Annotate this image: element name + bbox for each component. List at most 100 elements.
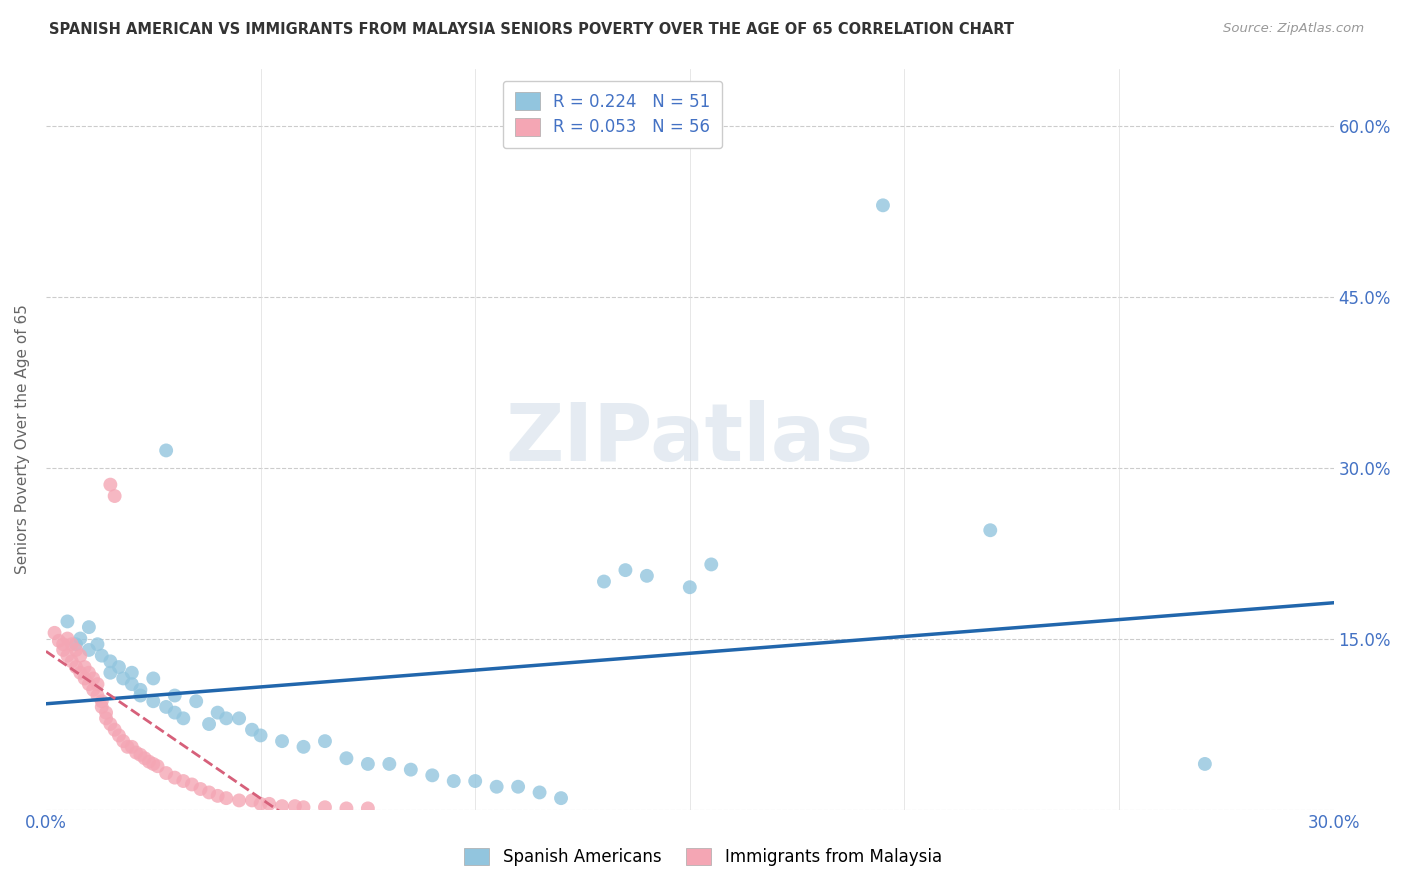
- Point: [98, 654, 121, 668]
- Point: [292, 739, 315, 754]
- Point: [82, 672, 104, 686]
- Point: [125, 746, 148, 760]
- Point: [142, 672, 165, 686]
- Point: [138, 755, 160, 769]
- Point: [73, 672, 96, 686]
- Point: [335, 801, 357, 815]
- Text: SPANISH AMERICAN VS IMMIGRANTS FROM MALAYSIA SENIORS POVERTY OVER THE AGE OF 65 : SPANISH AMERICAN VS IMMIGRANTS FROM MALA…: [49, 22, 1014, 37]
- Point: [700, 558, 723, 572]
- Point: [399, 763, 422, 777]
- Point: [228, 793, 250, 807]
- Point: [121, 739, 143, 754]
- Point: [163, 771, 186, 785]
- Point: [86, 689, 108, 703]
- Point: [284, 799, 307, 814]
- Point: [443, 774, 465, 789]
- Point: [65, 660, 87, 674]
- Point: [77, 677, 100, 691]
- Point: [636, 569, 658, 583]
- Point: [60, 654, 83, 668]
- Point: [56, 615, 79, 629]
- Point: [77, 643, 100, 657]
- Point: [94, 711, 117, 725]
- Point: [186, 694, 208, 708]
- Point: [98, 477, 121, 491]
- Point: [314, 734, 336, 748]
- Point: [77, 620, 100, 634]
- Point: [215, 711, 238, 725]
- Point: [163, 689, 186, 703]
- Point: [464, 774, 486, 789]
- Text: ZIPatlas: ZIPatlas: [506, 400, 875, 478]
- Text: Source: ZipAtlas.com: Source: ZipAtlas.com: [1223, 22, 1364, 36]
- Legend: Spanish Americans, Immigrants from Malaysia: Spanish Americans, Immigrants from Malay…: [456, 840, 950, 875]
- Point: [121, 665, 143, 680]
- Legend: R = 0.224   N = 51, R = 0.053   N = 56: R = 0.224 N = 51, R = 0.053 N = 56: [503, 80, 723, 148]
- Point: [129, 689, 152, 703]
- Point: [240, 793, 263, 807]
- Point: [614, 563, 637, 577]
- Point: [155, 700, 177, 714]
- Point: [52, 643, 75, 657]
- Point: [108, 728, 131, 742]
- Point: [292, 800, 315, 814]
- Point: [215, 791, 238, 805]
- Point: [104, 723, 127, 737]
- Point: [172, 711, 194, 725]
- Point: [593, 574, 616, 589]
- Y-axis label: Seniors Poverty Over the Age of 65: Seniors Poverty Over the Age of 65: [15, 304, 30, 574]
- Point: [56, 632, 79, 646]
- Point: [77, 665, 100, 680]
- Point: [485, 780, 508, 794]
- Point: [679, 580, 702, 594]
- Point: [198, 717, 221, 731]
- Point: [108, 660, 131, 674]
- Point: [90, 694, 112, 708]
- Point: [129, 682, 152, 697]
- Point: [69, 665, 91, 680]
- Point: [198, 785, 221, 799]
- Point: [190, 782, 212, 797]
- Point: [335, 751, 357, 765]
- Point: [271, 734, 294, 748]
- Point: [146, 759, 169, 773]
- Point: [90, 700, 112, 714]
- Point: [142, 694, 165, 708]
- Point: [65, 637, 87, 651]
- Point: [979, 523, 1001, 537]
- Point: [69, 632, 91, 646]
- Point: [52, 637, 75, 651]
- Point: [508, 780, 530, 794]
- Point: [529, 785, 551, 799]
- Point: [56, 648, 79, 663]
- Point: [121, 677, 143, 691]
- Point: [134, 751, 156, 765]
- Point: [163, 706, 186, 720]
- Point: [357, 756, 380, 771]
- Point: [420, 768, 443, 782]
- Point: [872, 198, 894, 212]
- Point: [82, 682, 104, 697]
- Point: [155, 443, 177, 458]
- Point: [44, 625, 66, 640]
- Point: [257, 797, 280, 811]
- Point: [207, 789, 229, 803]
- Point: [112, 734, 135, 748]
- Point: [249, 728, 271, 742]
- Point: [1194, 756, 1216, 771]
- Point: [142, 756, 165, 771]
- Point: [155, 766, 177, 780]
- Point: [73, 660, 96, 674]
- Point: [60, 637, 83, 651]
- Point: [207, 706, 229, 720]
- Point: [94, 706, 117, 720]
- Point: [180, 777, 202, 791]
- Point: [117, 739, 139, 754]
- Point: [249, 797, 271, 811]
- Point: [240, 723, 263, 737]
- Point: [314, 800, 336, 814]
- Point: [357, 801, 380, 815]
- Point: [550, 791, 572, 805]
- Point: [271, 799, 294, 814]
- Point: [172, 774, 194, 789]
